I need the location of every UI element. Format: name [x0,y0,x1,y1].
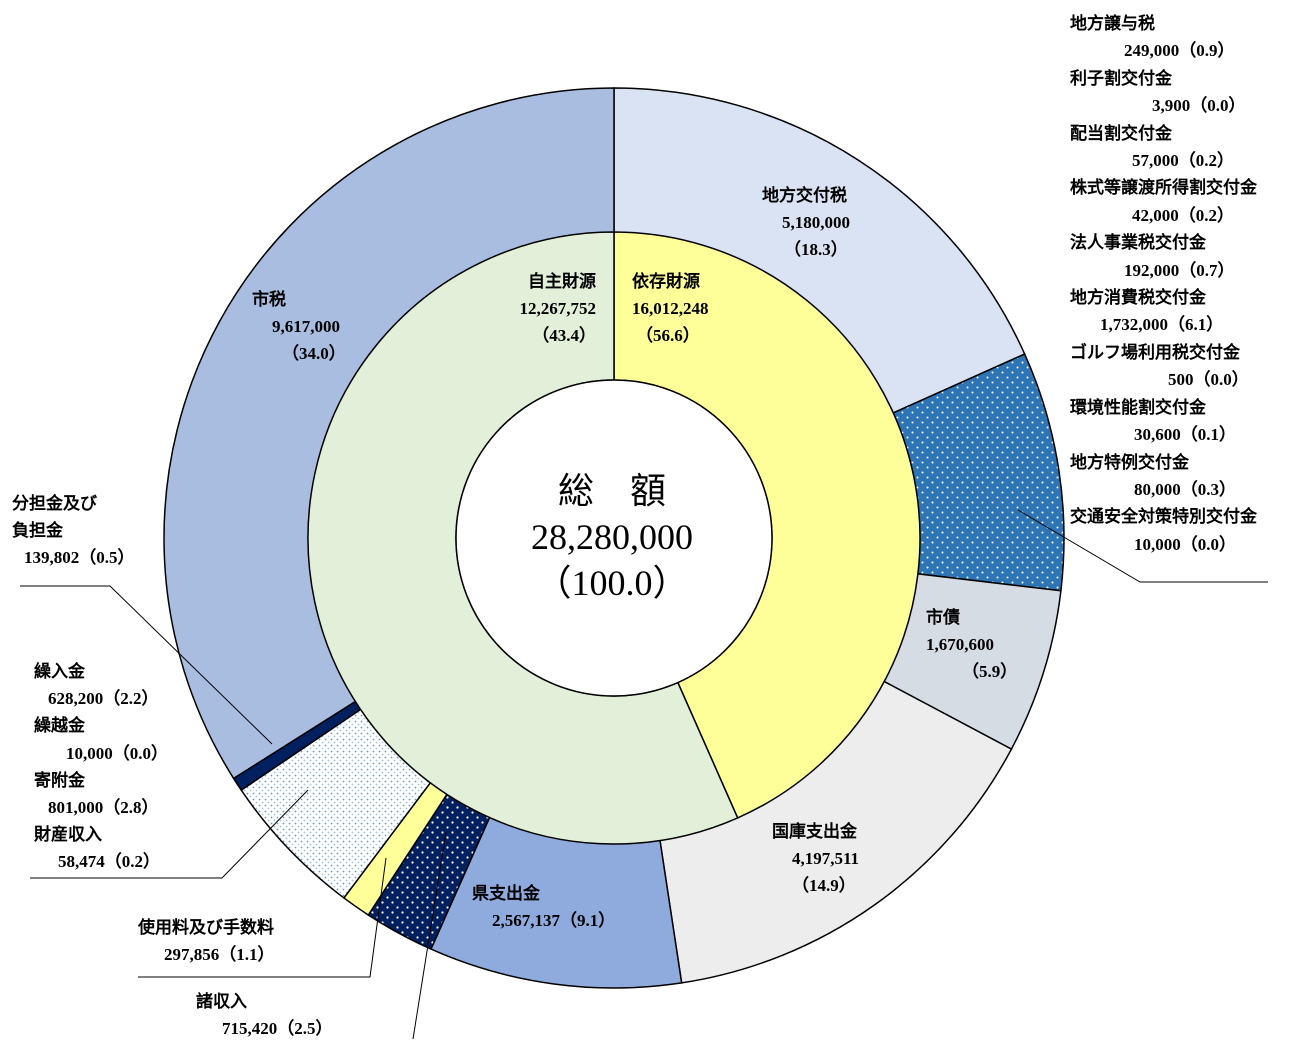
center-total: 総 額 28,280,000 （100.0） [462,468,762,606]
callout-jouyo-7-name: 環境性能割交付金 [1070,397,1206,417]
callout-jouyo-8-name: 地方特例交付金 [1070,452,1189,472]
callout-jouyo-0-name: 地方譲与税 [1070,14,1155,33]
callout-kurikoshi-name: 繰越金 [34,716,85,736]
label-chiho-kofuzei: 地方交付税 5,180,000 （18.3） [762,182,850,263]
center-total-pct: （100.0） [535,563,689,603]
callout-jouyo-1-name: 利子割交付金 [1070,68,1172,88]
callout-sho-name: 諸収入 [196,992,247,1011]
label-izon-pct: （56.6） [636,326,700,345]
callout-bunpan: 分担金及び 負担金 139,802（0.5） [12,490,135,571]
callout-kurikoshi-value: 10,000（0.0） [66,743,168,763]
callout-jouyo-3-value: 42,000（0.2） [1132,205,1234,225]
label-shisai: 市債 1,670,600 （5.9） [926,604,1017,685]
callout-jouyo-0-value: 249,000（0.9） [1124,41,1235,61]
center-hole [455,379,773,697]
callout-shiyou: 使用料及び手数料 297,856（1.1） [138,914,275,968]
leader-line-bunpan [20,585,273,745]
label-kofuzei-value: 5,180,000 [782,213,850,232]
leader-lines [20,509,1268,1039]
callout-kuriire-value: 628,200（2.2） [48,689,159,709]
callout-jouyo-4-name: 法人事業税交付金 [1070,233,1206,253]
callout-jouyo-5-value: 1,732,000（6.1） [1100,315,1224,335]
label-shisai-pct: （5.9） [962,662,1018,681]
label-shizei: 市税 9,617,000 （34.0） [252,286,346,367]
label-kofuzei-name: 地方交付税 [762,186,847,205]
label-ken-shishutsukin: 県支出金 2,567,137（9.1） [472,880,615,934]
callout-bunpan-name-2: 負担金 [12,521,63,540]
callout-jouyo-5-name: 地方消費税交付金 [1070,288,1206,308]
label-kokko-value: 4,197,511 [792,849,860,868]
label-kokko-name: 国庫支出金 [772,822,857,841]
callout-kifu-value: 801,000（2.8） [48,798,159,818]
callout-sho-shunyu: 諸収入 715,420（2.5） [196,988,333,1042]
callout-zaisan-value: 58,474（0.2） [58,852,160,872]
label-shisai-value: 1,670,600 [926,635,994,654]
callout-kifu-name: 寄附金 [34,770,85,790]
callout-bunpan-name-1: 分担金及び [12,494,97,513]
callout-zaisan-name: 財産収入 [34,825,102,845]
label-shisai-name: 市債 [926,608,960,627]
callout-jouyo-list: 地方譲与税 249,000（0.9） 利子割交付金 3,900（0.0） 配当割… [1070,10,1257,558]
callout-shiyou-name: 使用料及び手数料 [138,918,274,937]
label-izon-name: 依存財源 [632,272,700,291]
callout-jouyo-2-name: 配当割交付金 [1070,123,1172,143]
center-total-value: 28,280,000 [531,517,693,557]
callout-jouyo-7-value: 30,600（0.1） [1134,425,1236,445]
inner-ring [307,231,921,845]
label-kofuzei-pct: （18.3） [784,240,848,259]
label-ken-value: 2,567,137（9.1） [492,911,616,930]
leader-line-shiyou [138,857,387,978]
leader-line-left-group [30,789,309,879]
callout-jouyo-9-value: 10,000（0.0） [1134,534,1236,554]
callout-jouyo-2-value: 57,000（0.2） [1132,151,1234,171]
label-izon-value: 16,012,248 [632,299,709,318]
label-jishu-pct: （43.4） [532,326,596,345]
label-shizei-name: 市税 [252,290,286,309]
center-total-label: 総 額 [557,471,666,511]
callout-kuriire-name: 繰入金 [34,662,85,681]
callout-shiyou-value: 297,856（1.1） [164,945,275,964]
label-jishu-zaigen: 自主財源 12,267,752 （43.4） [470,268,597,349]
callout-jouyo-6-name: ゴルフ場利用税交付金 [1070,342,1240,362]
label-shizei-value: 9,617,000 [272,317,340,336]
label-ken-name: 県支出金 [472,884,540,903]
leader-line-jouyo [1017,509,1268,583]
callout-jouyo-3-name: 株式等譲渡所得割交付金 [1070,178,1257,198]
callout-sho-value: 715,420（2.5） [222,1019,333,1038]
label-kokko-shishutsukin: 国庫支出金 4,197,511 （14.9） [772,818,859,899]
label-kokko-pct: （14.9） [792,876,856,895]
label-jishu-name: 自主財源 [528,272,596,291]
callout-jouyo-4-value: 192,000（0.7） [1124,260,1235,280]
callout-jouyo-8-value: 80,000（0.3） [1134,479,1236,499]
label-izon-zaigen: 依存財源 16,012,248 （56.6） [632,268,709,349]
label-jishu-value: 12,267,752 [519,299,597,318]
label-shizei-pct: （34.0） [282,344,346,363]
callout-left-group: 繰入金 628,200（2.2） 繰越金 10,000（0.0） 寄附金 801… [34,658,168,876]
callout-jouyo-1-value: 3,900（0.0） [1152,96,1246,116]
leader-line-sho [412,831,447,1039]
callout-jouyo-9-name: 交通安全対策特別交付金 [1070,507,1257,527]
callout-jouyo-6-value: 500（0.0） [1168,370,1249,390]
callout-bunpan-value: 139,802（0.5） [24,548,135,567]
